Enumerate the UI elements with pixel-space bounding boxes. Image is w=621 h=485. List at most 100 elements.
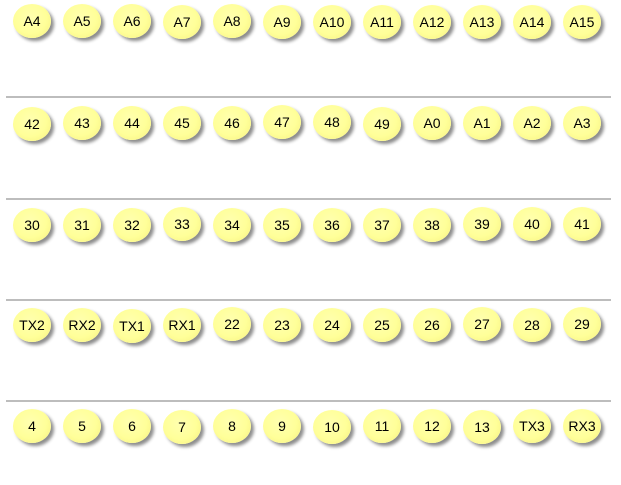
- pin-27[interactable]: 27: [463, 307, 501, 341]
- pin-38[interactable]: 38: [413, 208, 451, 242]
- pin-label: A2: [523, 115, 541, 131]
- pin-37[interactable]: 37: [363, 208, 401, 242]
- pin-12[interactable]: 12: [413, 409, 451, 443]
- pin-label: 40: [524, 216, 540, 232]
- pin-a12[interactable]: A12: [413, 5, 451, 39]
- pin-label: 23: [274, 317, 290, 333]
- pin-a14[interactable]: A14: [513, 5, 551, 39]
- pin-label: 6: [128, 418, 136, 434]
- pin-tx2[interactable]: TX2: [13, 308, 51, 342]
- pin-5[interactable]: 5: [63, 409, 101, 443]
- pin-35[interactable]: 35: [263, 208, 301, 242]
- pin-label: RX1: [168, 317, 196, 333]
- pin-label: 33: [174, 216, 190, 232]
- pin-8[interactable]: 8: [213, 409, 251, 443]
- pin-label: A3: [573, 115, 591, 131]
- pin-label: 34: [224, 217, 240, 233]
- pin-24[interactable]: 24: [313, 308, 351, 342]
- pin-a7[interactable]: A7: [163, 5, 201, 39]
- pin-45[interactable]: 45: [163, 106, 201, 140]
- pin-a2[interactable]: A2: [513, 106, 551, 140]
- pin-label: A12: [419, 14, 445, 30]
- pin-6[interactable]: 6: [113, 409, 151, 443]
- pin-label: 5: [78, 418, 86, 434]
- pin-29[interactable]: 29: [563, 307, 601, 341]
- pin-a13[interactable]: A13: [463, 5, 501, 39]
- pin-7[interactable]: 7: [163, 410, 201, 444]
- pin-label: 42: [24, 116, 40, 132]
- pin-46[interactable]: 46: [213, 106, 251, 140]
- pin-a5[interactable]: A5: [63, 4, 101, 38]
- pin-33[interactable]: 33: [163, 207, 201, 241]
- pin-a3[interactable]: A3: [563, 106, 601, 140]
- pin-label: 37: [374, 217, 390, 233]
- pin-32[interactable]: 32: [113, 208, 151, 242]
- pin-42[interactable]: 42: [13, 107, 51, 141]
- pin-a4[interactable]: A4: [13, 4, 51, 38]
- pin-label: 39: [474, 216, 490, 232]
- pin-label: 28: [524, 317, 540, 333]
- pin-a15[interactable]: A15: [563, 5, 601, 39]
- pin-label: 49: [374, 116, 390, 132]
- pin-22[interactable]: 22: [213, 307, 251, 341]
- pin-label: 24: [324, 317, 340, 333]
- pin-28[interactable]: 28: [513, 308, 551, 342]
- pin-a6[interactable]: A6: [113, 4, 151, 38]
- pin-23[interactable]: 23: [263, 308, 301, 342]
- pin-9[interactable]: 9: [263, 409, 301, 443]
- pin-label: 44: [124, 115, 140, 131]
- pin-label: A0: [423, 115, 441, 131]
- pin-47[interactable]: 47: [263, 105, 301, 139]
- pin-34[interactable]: 34: [213, 208, 251, 242]
- pin-13[interactable]: 13: [463, 410, 501, 444]
- pin-rx1[interactable]: RX1: [163, 308, 201, 342]
- pin-row-4: TX2 RX2 TX1 RX1 22 23 24 25 26 27 28 29: [0, 306, 621, 366]
- pin-48[interactable]: 48: [313, 105, 351, 139]
- pin-rx2[interactable]: RX2: [63, 308, 101, 342]
- pin-a10[interactable]: A10: [313, 5, 351, 39]
- pin-10[interactable]: 10: [313, 410, 351, 444]
- pin-label: 35: [274, 217, 290, 233]
- pin-label: 4: [28, 418, 36, 434]
- pin-39[interactable]: 39: [463, 207, 501, 241]
- pin-a11[interactable]: A11: [363, 5, 401, 39]
- pin-a9[interactable]: A9: [263, 5, 301, 39]
- pin-tx1[interactable]: TX1: [113, 309, 151, 343]
- pin-36[interactable]: 36: [313, 208, 351, 242]
- pin-label: A15: [569, 14, 595, 30]
- pin-label: TX1: [119, 318, 145, 334]
- pin-a1[interactable]: A1: [463, 106, 501, 140]
- pin-43[interactable]: 43: [63, 106, 101, 140]
- pin-label: 22: [224, 316, 240, 332]
- pin-label: RX2: [68, 317, 96, 333]
- pin-label: A1: [473, 115, 491, 131]
- pin-label: 36: [324, 217, 340, 233]
- pin-25[interactable]: 25: [363, 308, 401, 342]
- pin-label: A5: [73, 13, 91, 29]
- pin-label: 27: [474, 316, 490, 332]
- pin-44[interactable]: 44: [113, 106, 151, 140]
- pin-label: TX2: [19, 317, 45, 333]
- pin-49[interactable]: 49: [363, 107, 401, 141]
- row-divider: [6, 96, 611, 98]
- pin-31[interactable]: 31: [63, 208, 101, 242]
- pin-a0[interactable]: A0: [413, 106, 451, 140]
- pin-label: TX3: [519, 418, 545, 434]
- pin-label: A6: [123, 13, 141, 29]
- pin-label: 48: [324, 114, 340, 130]
- pin-label: A4: [23, 13, 41, 29]
- pin-a8[interactable]: A8: [213, 4, 251, 38]
- pin-rx3[interactable]: RX3: [563, 409, 601, 443]
- pin-41[interactable]: 41: [563, 207, 601, 241]
- pin-30[interactable]: 30: [13, 208, 51, 242]
- pin-11[interactable]: 11: [363, 409, 401, 443]
- pin-label: 26: [424, 317, 440, 333]
- pin-tx3[interactable]: TX3: [513, 409, 551, 443]
- pin-label: 29: [574, 316, 590, 332]
- pin-row-3: 30 31 32 33 34 35 36 37 38 39 40 41: [0, 205, 621, 265]
- pin-40[interactable]: 40: [513, 207, 551, 241]
- pin-26[interactable]: 26: [413, 308, 451, 342]
- pin-label: 9: [278, 418, 286, 434]
- pin-4[interactable]: 4: [13, 409, 51, 443]
